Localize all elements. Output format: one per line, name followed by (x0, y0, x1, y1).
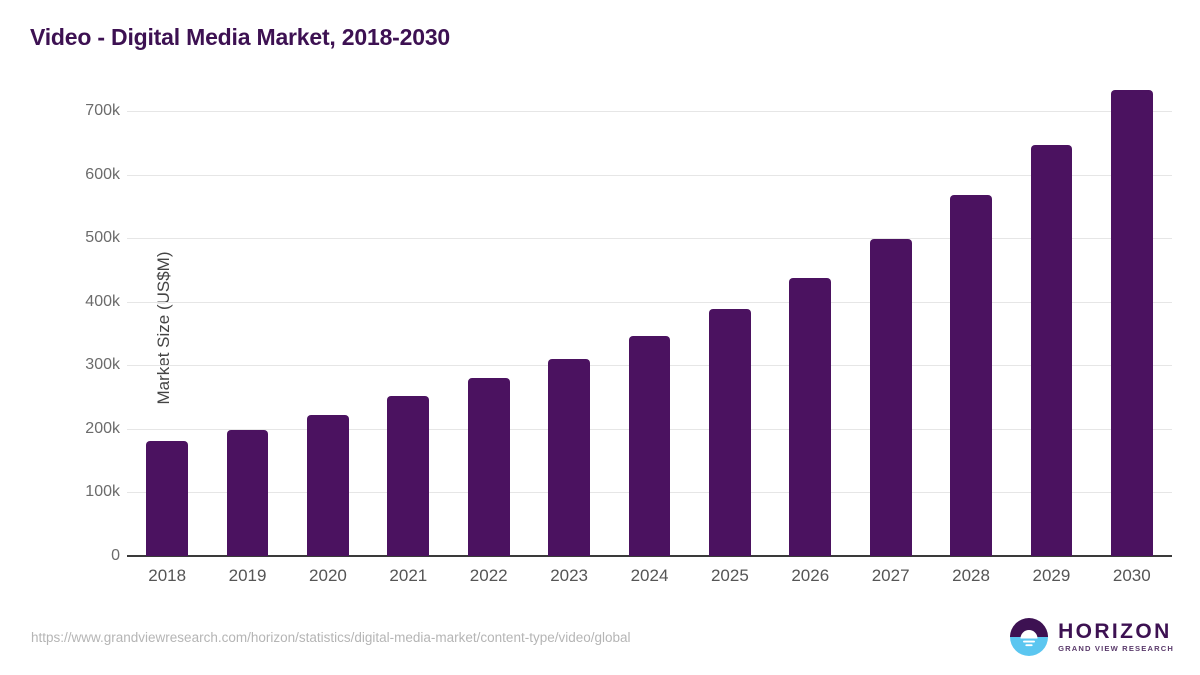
x-axis-tick-labels: 2018 2019 2020 2021 2022 2023 2024 2025 2026 2027… (127, 566, 1172, 596)
y-axis-tick: 0 (111, 547, 120, 564)
bar[interactable] (1110, 90, 1153, 556)
horizon-logo-icon (1009, 617, 1049, 657)
x-axis-tick: 2029 (1032, 566, 1071, 585)
bar[interactable] (708, 308, 751, 556)
bar[interactable] (467, 378, 510, 556)
y-axis-tick: 100k (85, 483, 120, 501)
bar[interactable] (869, 239, 912, 556)
bar-series (127, 90, 1172, 556)
x-axis-tick: 2027 (871, 566, 910, 585)
y-axis-tick: 700k (85, 102, 120, 119)
x-axis-tick: 2025 (710, 566, 749, 585)
y-axis-tick: 300k (85, 356, 120, 374)
y-axis-tick: 600k (85, 165, 120, 183)
y-axis-tick: 500k (85, 229, 120, 247)
page-title: Video - Digital Media Market, 2018-2030 (30, 24, 451, 50)
x-axis-tick: 2023 (550, 566, 589, 585)
x-axis-tick: 2019 (228, 566, 267, 585)
bar[interactable] (628, 336, 671, 556)
horizon-logo-text: HORIZON GRAND VIEW RESEARCH (1058, 621, 1174, 653)
bar[interactable] (146, 440, 189, 556)
x-axis-tick: 2022 (469, 566, 508, 585)
bar[interactable] (226, 430, 269, 556)
y-axis-tick-labels: 0 100k 200k 300k 400k 500k 600k 700k (0, 0, 120, 675)
gridline (127, 174, 1172, 176)
x-axis-tick: 2024 (630, 566, 669, 585)
x-axis-line (127, 555, 1172, 557)
bar[interactable] (307, 414, 349, 556)
bar[interactable] (950, 194, 992, 556)
x-axis-tick: 2020 (309, 566, 347, 585)
y-axis-tick: 200k (85, 419, 120, 437)
bar[interactable] (789, 277, 832, 556)
gridline (127, 301, 1172, 303)
source-url[interactable]: https://www.grandviewresearch.com/horizo… (31, 630, 631, 645)
x-axis-tick: 2021 (389, 566, 428, 585)
bar[interactable] (387, 395, 430, 556)
bar[interactable] (1030, 145, 1073, 556)
horizon-logo-subtitle: GRAND VIEW RESEARCH (1058, 644, 1174, 654)
x-axis-tick: 2028 (952, 566, 990, 585)
x-axis-tick: 2026 (791, 566, 830, 585)
y-axis-tick: 400k (85, 292, 120, 310)
horizon-logo-word: HORIZON (1058, 620, 1172, 644)
horizon-logo[interactable]: HORIZON GRAND VIEW RESEARCH (1009, 614, 1174, 660)
x-axis-tick: 2030 (1112, 566, 1151, 585)
x-axis-tick: 2018 (148, 566, 187, 585)
gridline (127, 238, 1172, 240)
gridline (127, 111, 1172, 112)
bar[interactable] (548, 358, 590, 556)
